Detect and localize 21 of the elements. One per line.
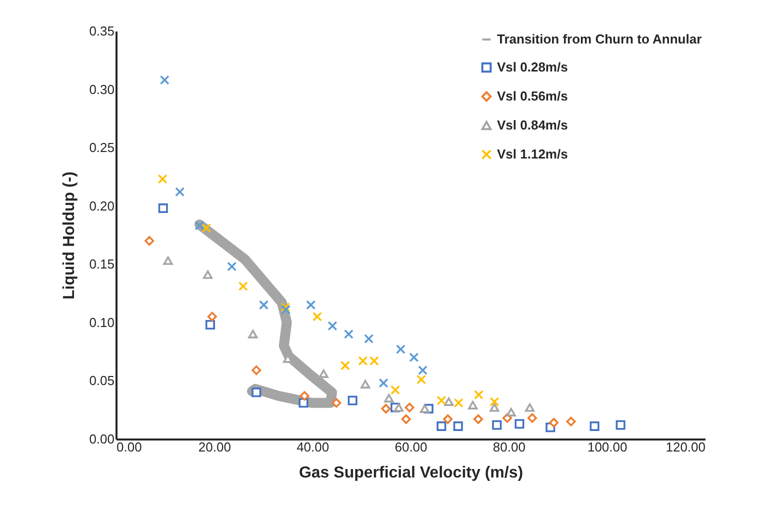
legend-label: Vsl 0.28m/s (497, 60, 568, 74)
x-tick-label: 100.00 (587, 440, 628, 454)
legend-label: Transition from Churn to Annular (497, 32, 702, 46)
y-tick-label: 0.35 (89, 24, 114, 38)
y-axis-title: Liquid Holdup (-) (61, 172, 78, 300)
y-tick-label: 0.20 (89, 198, 114, 214)
y-tick-label: 0.25 (89, 140, 114, 156)
legend-label: Vsl 1.12m/s (497, 146, 568, 162)
x-tick-label: 80.00 (492, 440, 526, 454)
x-tick-label: 120.00 (666, 440, 706, 454)
x-tick-label: 60.00 (394, 440, 428, 454)
y-tick-label: 0.10 (89, 314, 114, 330)
y-tick-label: 0.30 (89, 82, 114, 97)
x-axis-title: Gas Superficial Velocity (m/s) (298, 464, 524, 482)
x-tick-label: 40.00 (296, 440, 330, 454)
x-tick-label: 20.00 (198, 440, 231, 454)
y-tick-label: 0.15 (89, 256, 114, 272)
x-tick-label: 0.00 (116, 440, 142, 454)
legend-label: Vsl 0.56m/s (497, 88, 568, 104)
legend-label: Vsl 0.84m/s (497, 118, 568, 132)
y-tick-label: 0.05 (89, 373, 114, 388)
